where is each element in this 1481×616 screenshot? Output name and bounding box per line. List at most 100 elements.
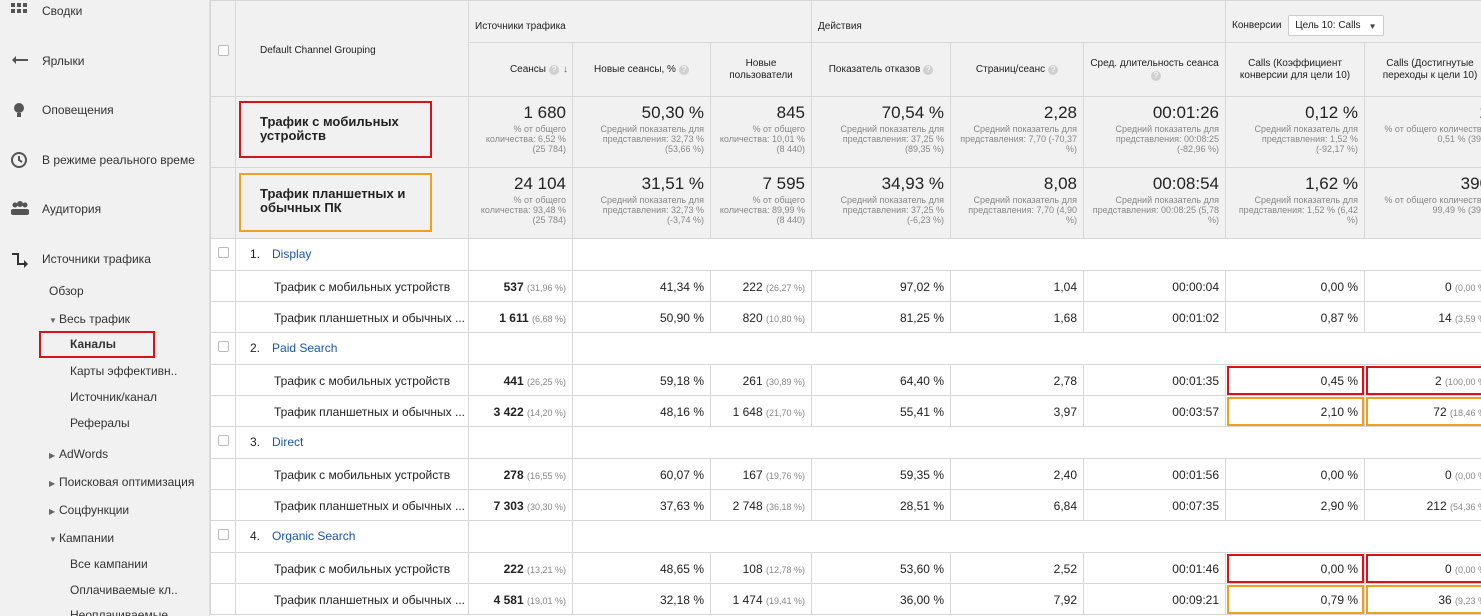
help-icon[interactable]: ? bbox=[923, 64, 934, 75]
nav-all-traffic[interactable]: ▼ Весь трафик bbox=[49, 312, 130, 326]
cell-duration: 00:07:35 bbox=[1082, 489, 1227, 521]
sum-value: 1 680 bbox=[523, 103, 566, 122]
channel-name-cell: 3. Direct bbox=[235, 426, 469, 459]
sum-sub: % от общего количества: 99,49 % (392) bbox=[1384, 195, 1481, 215]
row-segment-name[interactable]: Трафик планшетных и обычных ... bbox=[235, 489, 469, 521]
cell-value: 7 303 bbox=[493, 499, 524, 513]
nav-overview[interactable]: Обзор bbox=[49, 284, 84, 298]
select-all-checkbox[interactable] bbox=[217, 45, 229, 56]
cell-pages: 7,92 bbox=[950, 583, 1084, 615]
col-completions[interactable]: Calls (Достигнутые переходы к цели 10) bbox=[1364, 42, 1481, 97]
nav-adwords[interactable]: ▶ AdWords bbox=[49, 447, 108, 461]
channel-link-organic-search[interactable]: Organic Search bbox=[272, 529, 356, 543]
sum-value: 70,54 % bbox=[881, 103, 944, 122]
nav-source-medium[interactable]: Источник/канал bbox=[70, 390, 158, 404]
cell-pct: (16,55 %) bbox=[526, 471, 566, 481]
cell-value: 820 bbox=[742, 311, 763, 325]
nav-treemaps[interactable]: Карты эффективн.. bbox=[70, 364, 178, 378]
nav-campaigns[interactable]: ▼ Кампании bbox=[49, 531, 114, 545]
cell-pct: (3,59 %) bbox=[1455, 314, 1481, 324]
cell-conv-rate: 0,00 % bbox=[1225, 458, 1366, 490]
nav-all-campaigns[interactable]: Все кампании bbox=[70, 557, 148, 571]
cell-pct: (0,00 %) bbox=[1455, 471, 1481, 481]
cell-sessions: 1 611 (6,68 %) bbox=[468, 301, 573, 333]
row-segment-name[interactable]: Трафик с мобильных устройств bbox=[235, 458, 469, 490]
col-bounce-rate[interactable]: Показатель отказов? bbox=[811, 42, 951, 97]
sum-value: 31,51 % bbox=[641, 174, 704, 193]
channel-link-direct[interactable]: Direct bbox=[272, 435, 304, 449]
row-segment-name[interactable]: Трафик с мобильных устройств bbox=[235, 364, 469, 396]
row-checkbox[interactable] bbox=[217, 341, 229, 352]
triangle-down-icon: ▼ bbox=[49, 316, 57, 325]
cell-completions: 36 (9,23 %) bbox=[1364, 583, 1481, 615]
nav-label: Аудитория bbox=[42, 202, 102, 216]
nav-organic-keywords[interactable]: Неоплачиваемые... bbox=[70, 608, 179, 616]
row-checkbox[interactable] bbox=[217, 247, 229, 258]
nav-campaigns-label: Кампании bbox=[59, 531, 115, 545]
cell-value: 2 748 bbox=[732, 499, 763, 513]
help-icon[interactable]: ? bbox=[1048, 64, 1059, 75]
cell-new-users: 1 474 (19,41 %) bbox=[710, 583, 812, 615]
nav-item-alerts[interactable]: Оповещения bbox=[0, 99, 209, 123]
nav-item-realtime[interactable]: В режиме реального време bbox=[0, 149, 209, 173]
col-new-sessions[interactable]: Новые сеансы, %? bbox=[572, 42, 711, 97]
channel-blank bbox=[468, 520, 573, 553]
row-segment-name[interactable]: Трафик планшетных и обычных ... bbox=[235, 301, 469, 333]
table-row: Трафик планшетных и обычных ... 4 581 (1… bbox=[210, 583, 1481, 615]
sort-down-icon[interactable]: ↓ bbox=[563, 63, 568, 75]
col-avg-duration[interactable]: Сред. длительность сеанса? bbox=[1082, 42, 1227, 97]
nav-item-shortcuts[interactable]: Ярлыки bbox=[0, 50, 209, 74]
cell-bounce: 81,25 % bbox=[811, 301, 951, 333]
sum-value: 2,28 bbox=[1043, 103, 1077, 122]
cell-pct: (54,36 %) bbox=[1450, 502, 1481, 512]
sum-sub: % от общего количества: 89,99 % (8 440) bbox=[719, 195, 805, 225]
cell-value: 36 bbox=[1438, 593, 1452, 607]
sum-sub: Средний показатель для представления: 1,… bbox=[1238, 195, 1359, 225]
nav-item-summaries[interactable]: Сводки bbox=[0, 0, 209, 24]
help-icon[interactable]: ? bbox=[1151, 70, 1161, 81]
nav-item-acquisition[interactable]: Источники трафика bbox=[0, 248, 209, 272]
cell-bounce: 53,60 % bbox=[811, 552, 951, 584]
row-segment-name[interactable]: Трафик с мобильных устройств bbox=[235, 270, 469, 302]
row-checkbox[interactable] bbox=[217, 435, 229, 446]
sum-new-users: 845 % от общего количества: 10,01 % (8 44… bbox=[710, 96, 812, 168]
row-segment-name[interactable]: Трафик планшетных и обычных ... bbox=[235, 583, 469, 615]
nav-referrals[interactable]: Рефералы bbox=[70, 416, 130, 430]
cell-new-users: 1 648 (21,70 %) bbox=[710, 395, 812, 427]
col-conv-rate[interactable]: Calls (Коэффициент конверсии для цели 10… bbox=[1225, 42, 1366, 97]
cell-completions: 2 (100,00 %) bbox=[1364, 364, 1481, 396]
cell-value: 1 611 bbox=[499, 311, 529, 325]
channel-link-paid-search[interactable]: Paid Search bbox=[272, 341, 338, 355]
cell-pct: (9,23 %) bbox=[1455, 596, 1481, 606]
cell-value: 108 bbox=[742, 562, 763, 576]
col-sessions[interactable]: Сеансы? ↓ bbox=[468, 42, 573, 97]
row-segment-name[interactable]: Трафик планшетных и обычных ... bbox=[235, 395, 469, 427]
channel-link-display[interactable]: Display bbox=[272, 247, 312, 261]
nav-item-audience[interactable]: Аудитория bbox=[0, 198, 209, 222]
dimension-header[interactable]: Default Channel Grouping bbox=[235, 0, 469, 97]
cell-value: 0 bbox=[1444, 562, 1452, 576]
col-pages-per-session[interactable]: Страниц/сеанс? bbox=[950, 42, 1084, 97]
triangle-right-icon: ▶ bbox=[49, 451, 56, 460]
goal-select[interactable]: Цель 10: Calls ▼ bbox=[1288, 15, 1384, 36]
help-icon[interactable]: ? bbox=[549, 64, 559, 75]
sum-sub: % от общего количества: 0,51 % (392) bbox=[1384, 124, 1481, 144]
nav-social-label: Соцфункции bbox=[59, 503, 130, 517]
row-checkbox[interactable] bbox=[217, 529, 229, 540]
sum-value: 390 bbox=[1460, 174, 1481, 193]
cell-value: 1 474 bbox=[732, 593, 763, 607]
cell-conv-rate: 0,79 % bbox=[1225, 583, 1366, 615]
nav-social[interactable]: ▶ Соцфункции bbox=[49, 503, 129, 517]
cell-bounce: 59,35 % bbox=[811, 458, 951, 490]
nav-paid-keywords[interactable]: Оплачиваемые кл.. bbox=[70, 583, 178, 597]
cell-pages: 6,84 bbox=[950, 489, 1084, 521]
nav-seo[interactable]: ▶ Поисковая оптимизация bbox=[49, 475, 194, 489]
cell-conv-rate: 2,90 % bbox=[1225, 489, 1366, 521]
nav-channels[interactable]: Каналы bbox=[70, 337, 116, 351]
col-new-users[interactable]: Новые пользователи bbox=[710, 42, 812, 97]
help-icon[interactable]: ? bbox=[678, 64, 689, 75]
row-segment-name[interactable]: Трафик с мобильных устройств bbox=[235, 552, 469, 584]
cell-value: 3 422 bbox=[493, 405, 524, 419]
goal-select-value: Цель 10: Calls bbox=[1295, 20, 1361, 31]
col-bounce-label: Показатель отказов bbox=[828, 63, 921, 75]
